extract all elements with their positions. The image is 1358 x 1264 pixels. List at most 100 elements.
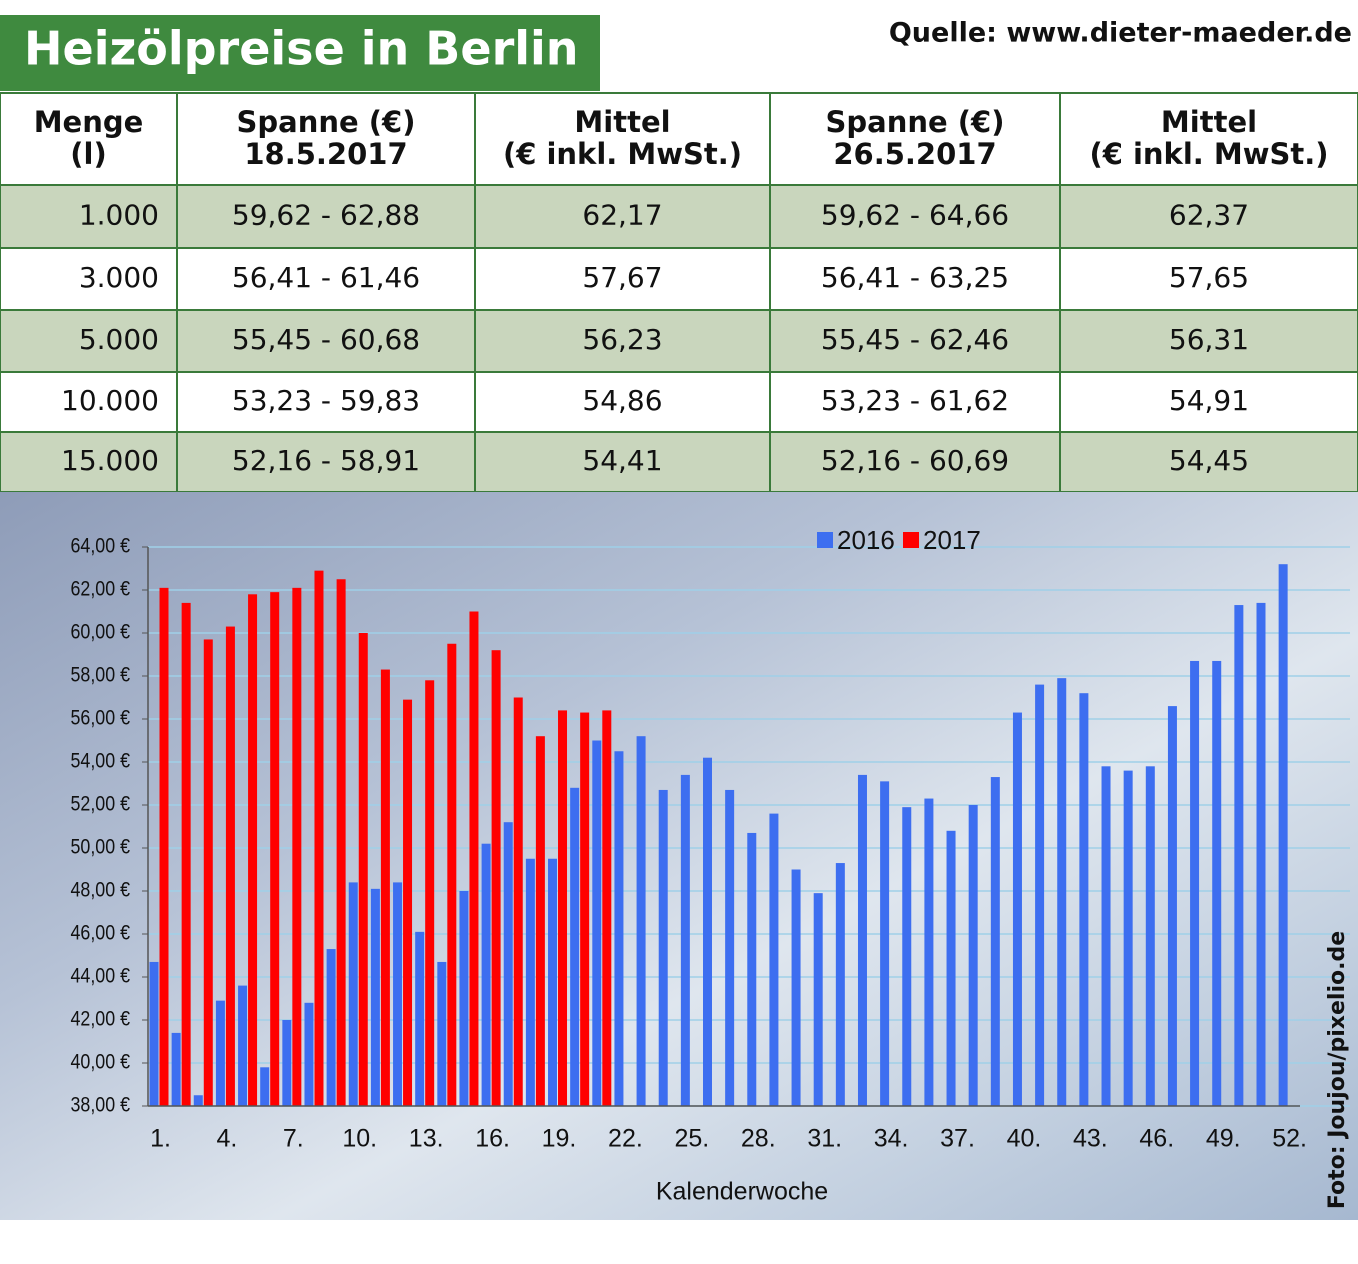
bar: [1278, 564, 1288, 1106]
bar: [857, 774, 867, 1106]
bar: [747, 832, 757, 1106]
bar: [1057, 678, 1067, 1106]
x-tick-label: 13.: [409, 1125, 444, 1153]
x-tick-label: 49.: [1206, 1125, 1241, 1153]
bar: [525, 858, 535, 1106]
bar: [403, 699, 413, 1106]
bar: [282, 1020, 292, 1106]
y-tick-label: 46,00 €: [70, 921, 130, 945]
cell: 3.000: [79, 261, 159, 294]
cell: 52,16 - 60,69: [821, 444, 1009, 477]
source: Quelle: www.dieter-maeder.de: [889, 18, 1352, 49]
bar: [548, 858, 558, 1106]
cell: 56,31: [1169, 323, 1249, 356]
x-tick-label: 19.: [542, 1125, 577, 1153]
bar: [481, 843, 491, 1106]
bar: [658, 789, 668, 1106]
title: Heizölpreise in Berlin: [24, 22, 579, 76]
bar: [348, 882, 358, 1106]
row-bg: [0, 185, 1358, 248]
bar: [592, 740, 602, 1106]
legend-label: 2017: [923, 525, 981, 555]
bar: [769, 813, 779, 1106]
cell: 53,23 - 61,62: [821, 384, 1009, 417]
bar: [260, 1067, 270, 1106]
bar: [336, 579, 346, 1106]
bar: [1145, 766, 1155, 1106]
bar: [636, 736, 646, 1106]
cell: 59,62 - 62,88: [232, 199, 420, 232]
bar: [1079, 693, 1089, 1106]
row-bg: [0, 432, 1358, 492]
bar: [558, 710, 568, 1106]
x-tick-label: 16.: [475, 1125, 510, 1153]
x-tick-label: 22.: [608, 1125, 643, 1153]
bar: [370, 888, 380, 1106]
y-tick-label: 58,00 €: [70, 663, 130, 687]
bar: [159, 587, 169, 1106]
bar: [791, 869, 801, 1106]
bar: [425, 680, 435, 1106]
chart: 38,00 € 40,00 € 42,00 € 44,00 € 46,00 € 48,00…: [70, 525, 1350, 1206]
cell: 56,41 - 63,25: [821, 261, 1009, 294]
x-tick-label: 1.: [150, 1125, 171, 1153]
cell: 56,41 - 61,46: [232, 261, 420, 294]
bar: [513, 697, 523, 1106]
cell: 59,62 - 64,66: [821, 199, 1009, 232]
bar: [314, 570, 324, 1106]
y-tick-label: 60,00 €: [70, 620, 130, 644]
bar: [491, 650, 501, 1106]
cell: 55,45 - 62,46: [821, 323, 1009, 356]
x-tick-label: 10.: [342, 1125, 377, 1153]
column-header: Spanne (€): [237, 105, 416, 139]
column-header: (l): [70, 137, 106, 171]
bar: [437, 961, 447, 1106]
bar: [304, 1002, 314, 1106]
bar: [149, 961, 159, 1106]
legend-swatch: [817, 532, 833, 548]
bar: [1123, 770, 1133, 1106]
bar: [326, 949, 336, 1106]
y-tick-label: 52,00 €: [70, 792, 130, 816]
bar: [248, 594, 258, 1106]
cell: 52,16 - 58,91: [232, 444, 420, 477]
cell: 15.000: [61, 444, 159, 477]
cell: 62,37: [1169, 199, 1249, 232]
y-tick-label: 42,00 €: [70, 1007, 130, 1031]
x-tick-label: 34.: [874, 1125, 909, 1153]
bar: [1234, 605, 1244, 1106]
bar: [1012, 712, 1022, 1106]
y-tick-label: 64,00 €: [70, 534, 130, 558]
column-header: (€ inkl. MwSt.): [1089, 137, 1328, 171]
bar: [924, 798, 934, 1106]
legend-label: 2016: [837, 525, 895, 555]
column-header: Mittel: [574, 105, 670, 139]
y-tick-label: 48,00 €: [70, 878, 130, 902]
bar: [270, 592, 280, 1106]
bar: [703, 757, 712, 1106]
bar: [203, 639, 213, 1106]
bar: [447, 643, 457, 1106]
column-header: Mittel: [1161, 105, 1257, 139]
bar: [1101, 766, 1111, 1106]
x-tick-label: 25.: [674, 1125, 709, 1153]
title-box: [0, 15, 600, 91]
column-header: (€ inkl. MwSt.): [503, 137, 742, 171]
bar: [1212, 660, 1222, 1106]
y-tick-label: 38,00 €: [70, 1093, 130, 1117]
y-tick-label: 50,00 €: [70, 835, 130, 859]
bar: [1256, 602, 1266, 1106]
bar: [680, 774, 690, 1106]
bar: [503, 822, 513, 1106]
cell: 57,67: [582, 261, 662, 294]
y-tick-label: 44,00 €: [70, 964, 130, 988]
cell: 10.000: [61, 384, 159, 417]
cell: 57,65: [1169, 261, 1249, 294]
x-tick-label: 4.: [216, 1125, 237, 1153]
bar: [880, 781, 890, 1106]
x-tick-label: 40.: [1007, 1125, 1042, 1153]
cell: 54,45: [1169, 444, 1249, 477]
